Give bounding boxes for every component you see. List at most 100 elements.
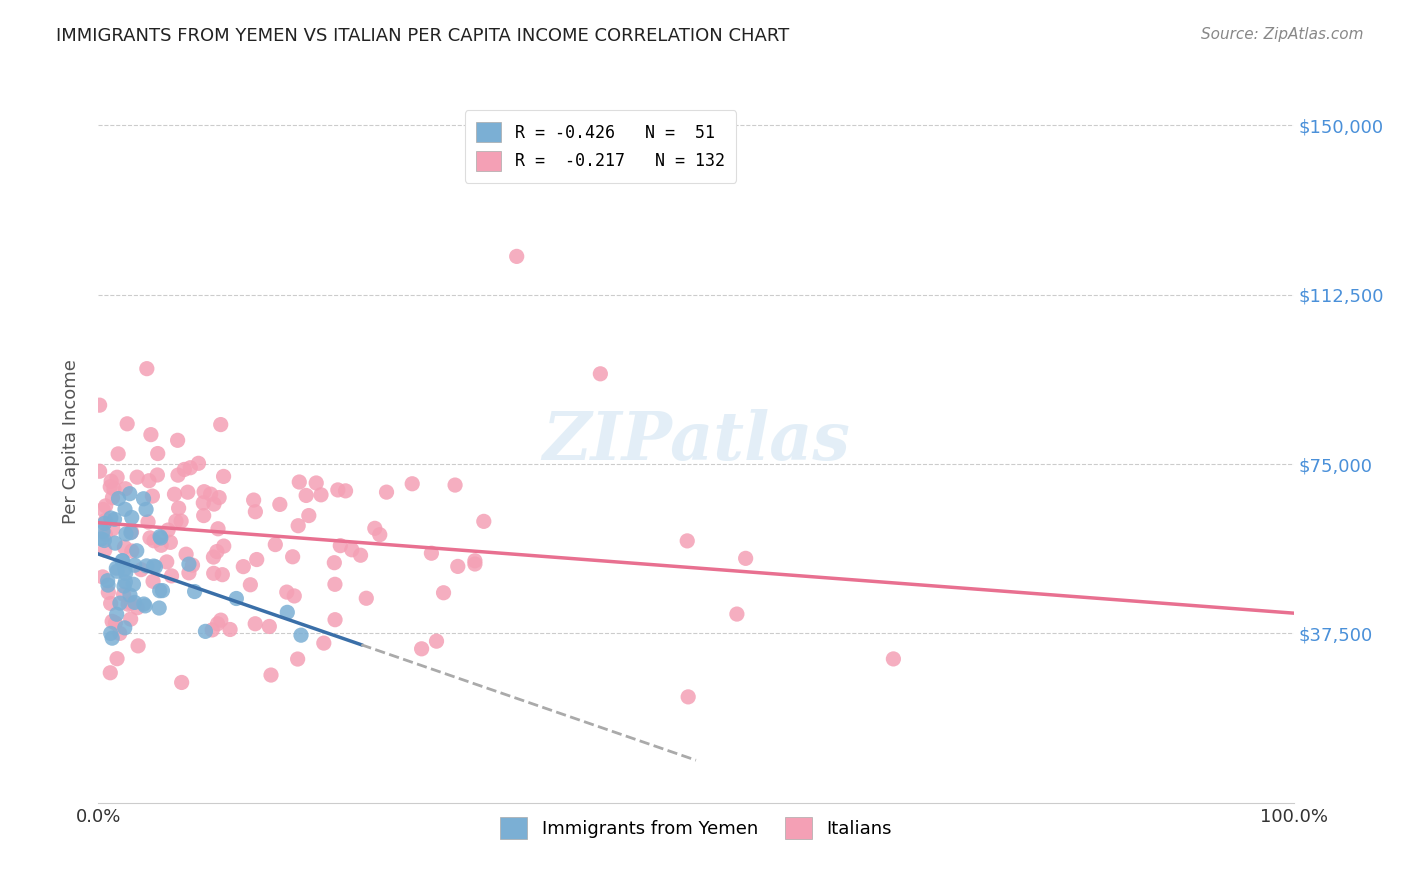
Point — [208, 491, 231, 505]
Point — [368, 527, 391, 541]
Point — [121, 524, 143, 539]
Point — [166, 434, 188, 448]
Point — [589, 367, 612, 381]
Point — [127, 639, 149, 653]
Point — [312, 636, 335, 650]
Point — [94, 543, 117, 558]
Point — [135, 361, 157, 376]
Point — [181, 558, 204, 573]
Point — [160, 569, 183, 583]
Point — [108, 596, 131, 610]
Point — [134, 599, 156, 613]
Point — [117, 597, 139, 611]
Point — [464, 554, 486, 568]
Point — [94, 527, 117, 541]
Point — [290, 628, 312, 642]
Point — [114, 574, 136, 589]
Point — [420, 546, 443, 560]
Point — [276, 605, 298, 619]
Point — [141, 489, 163, 503]
Point — [882, 652, 904, 666]
Point — [464, 557, 486, 571]
Point — [264, 538, 287, 552]
Point — [103, 482, 125, 496]
Point — [98, 665, 121, 680]
Point — [167, 501, 190, 516]
Point — [177, 485, 200, 500]
Point — [105, 651, 128, 665]
Point — [138, 474, 160, 488]
Point — [425, 634, 447, 648]
Point — [118, 486, 141, 500]
Point — [152, 583, 174, 598]
Point — [323, 577, 346, 591]
Point — [105, 561, 128, 575]
Point — [156, 555, 179, 569]
Point — [246, 552, 269, 566]
Point — [124, 595, 146, 609]
Point — [139, 531, 162, 545]
Point — [232, 559, 254, 574]
Point — [174, 547, 197, 561]
Point — [105, 470, 128, 484]
Point — [91, 524, 114, 539]
Point — [121, 544, 143, 558]
Point — [94, 513, 117, 527]
Point — [150, 538, 173, 552]
Point — [159, 535, 181, 549]
Point — [444, 478, 467, 492]
Point — [193, 484, 215, 499]
Point — [329, 539, 352, 553]
Point — [142, 559, 165, 574]
Point — [288, 475, 311, 489]
Point — [90, 532, 112, 546]
Point — [149, 531, 172, 545]
Point — [177, 566, 200, 580]
Point — [375, 485, 398, 500]
Point — [114, 482, 136, 496]
Point — [245, 616, 267, 631]
Point — [114, 621, 136, 635]
Point — [323, 613, 346, 627]
Text: Source: ZipAtlas.com: Source: ZipAtlas.com — [1201, 27, 1364, 42]
Point — [120, 525, 142, 540]
Point — [91, 570, 114, 584]
Point — [209, 417, 232, 432]
Point — [239, 578, 262, 592]
Point — [323, 556, 346, 570]
Point — [114, 541, 136, 555]
Point — [89, 464, 111, 478]
Point — [121, 510, 143, 524]
Point — [97, 574, 120, 588]
Point — [142, 574, 165, 589]
Point — [157, 523, 180, 537]
Point — [411, 641, 433, 656]
Point — [734, 551, 756, 566]
Point — [207, 616, 229, 631]
Point — [287, 518, 309, 533]
Point — [335, 483, 357, 498]
Point — [725, 607, 748, 621]
Point — [401, 476, 423, 491]
Point — [187, 456, 209, 470]
Point — [135, 558, 157, 573]
Point — [364, 521, 387, 535]
Point — [114, 562, 136, 576]
Point — [676, 690, 699, 704]
Point — [101, 631, 124, 645]
Point — [127, 600, 149, 615]
Point — [127, 470, 149, 484]
Point — [103, 512, 125, 526]
Point — [100, 597, 122, 611]
Point — [104, 615, 127, 630]
Point — [98, 480, 121, 494]
Point — [149, 530, 172, 544]
Point — [105, 607, 128, 622]
Point — [115, 527, 138, 541]
Point — [114, 502, 136, 516]
Point — [259, 619, 281, 633]
Point — [91, 502, 114, 516]
Point — [107, 491, 129, 506]
Point — [163, 487, 186, 501]
Point — [200, 487, 222, 501]
